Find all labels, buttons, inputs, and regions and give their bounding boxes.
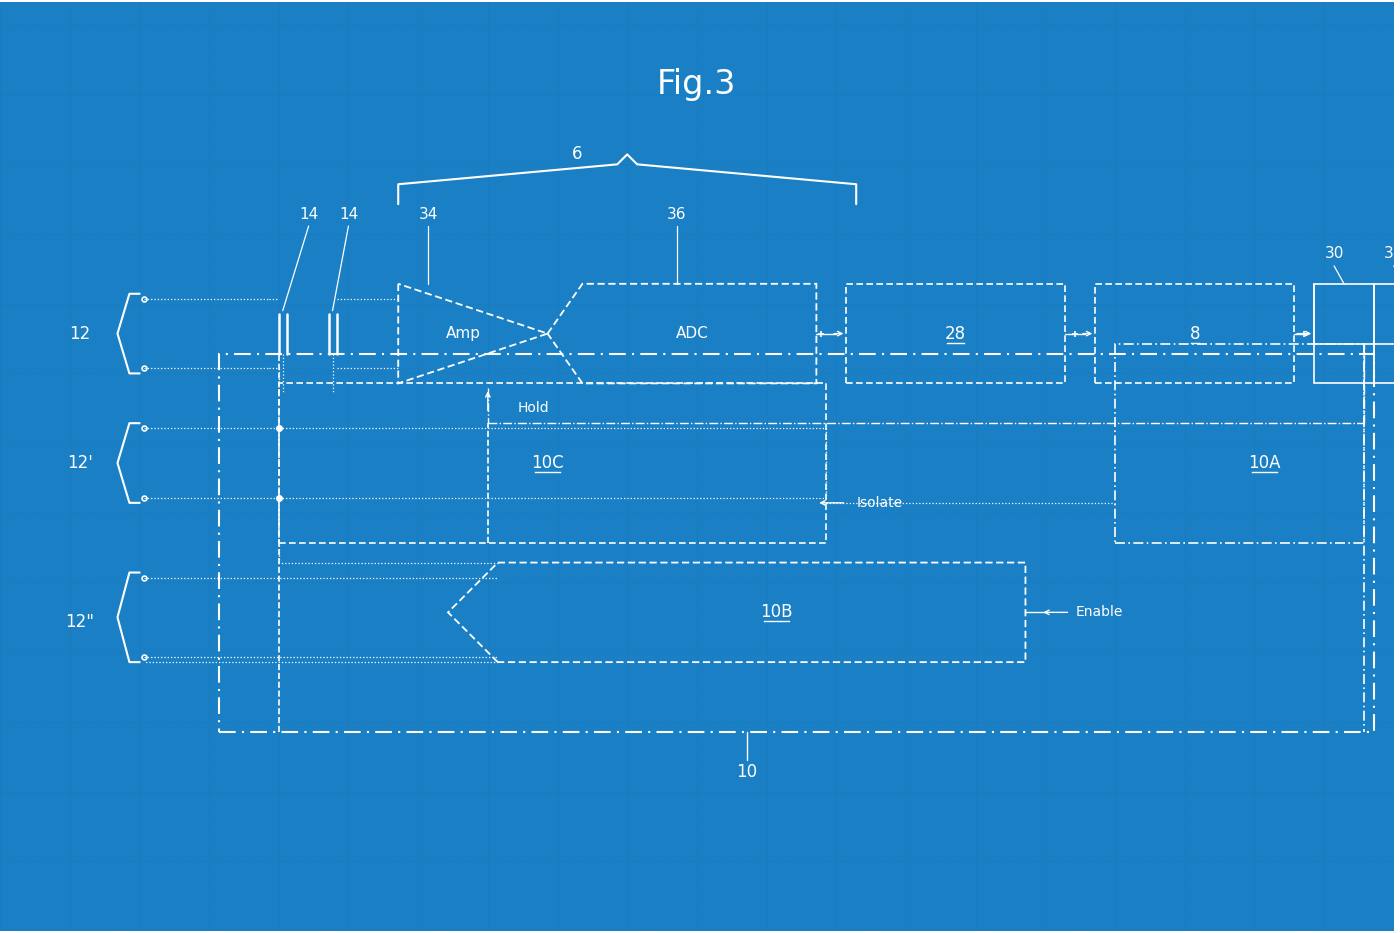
Bar (1114, 343, 1364, 543)
Bar (1315, 284, 1373, 383)
Bar (846, 284, 1065, 383)
Text: Hold: Hold (518, 401, 549, 415)
Text: 32: 32 (1385, 246, 1400, 261)
Text: 10: 10 (736, 762, 757, 781)
Text: 14: 14 (300, 206, 318, 222)
Text: 34: 34 (419, 206, 438, 222)
Text: 12': 12' (67, 454, 92, 472)
Text: 10B: 10B (760, 604, 792, 621)
Text: 28: 28 (945, 325, 966, 342)
Text: 6: 6 (573, 146, 582, 163)
Text: 12: 12 (69, 325, 90, 342)
Text: 30: 30 (1324, 246, 1344, 261)
Text: 10C: 10C (531, 454, 564, 472)
Text: 36: 36 (668, 206, 687, 222)
Text: Isolate: Isolate (857, 495, 903, 509)
Bar (279, 383, 826, 543)
Text: 10A: 10A (1249, 454, 1281, 472)
Text: Enable: Enable (1075, 606, 1123, 620)
Bar (1373, 284, 1400, 383)
Text: ADC: ADC (676, 327, 708, 341)
Bar (1095, 284, 1294, 383)
Bar (218, 354, 1373, 731)
Text: 14: 14 (339, 206, 358, 222)
Text: 8: 8 (1190, 325, 1200, 342)
Text: Fig.3: Fig.3 (657, 68, 736, 101)
Text: 12": 12" (66, 613, 94, 632)
Text: Amp: Amp (445, 327, 480, 341)
